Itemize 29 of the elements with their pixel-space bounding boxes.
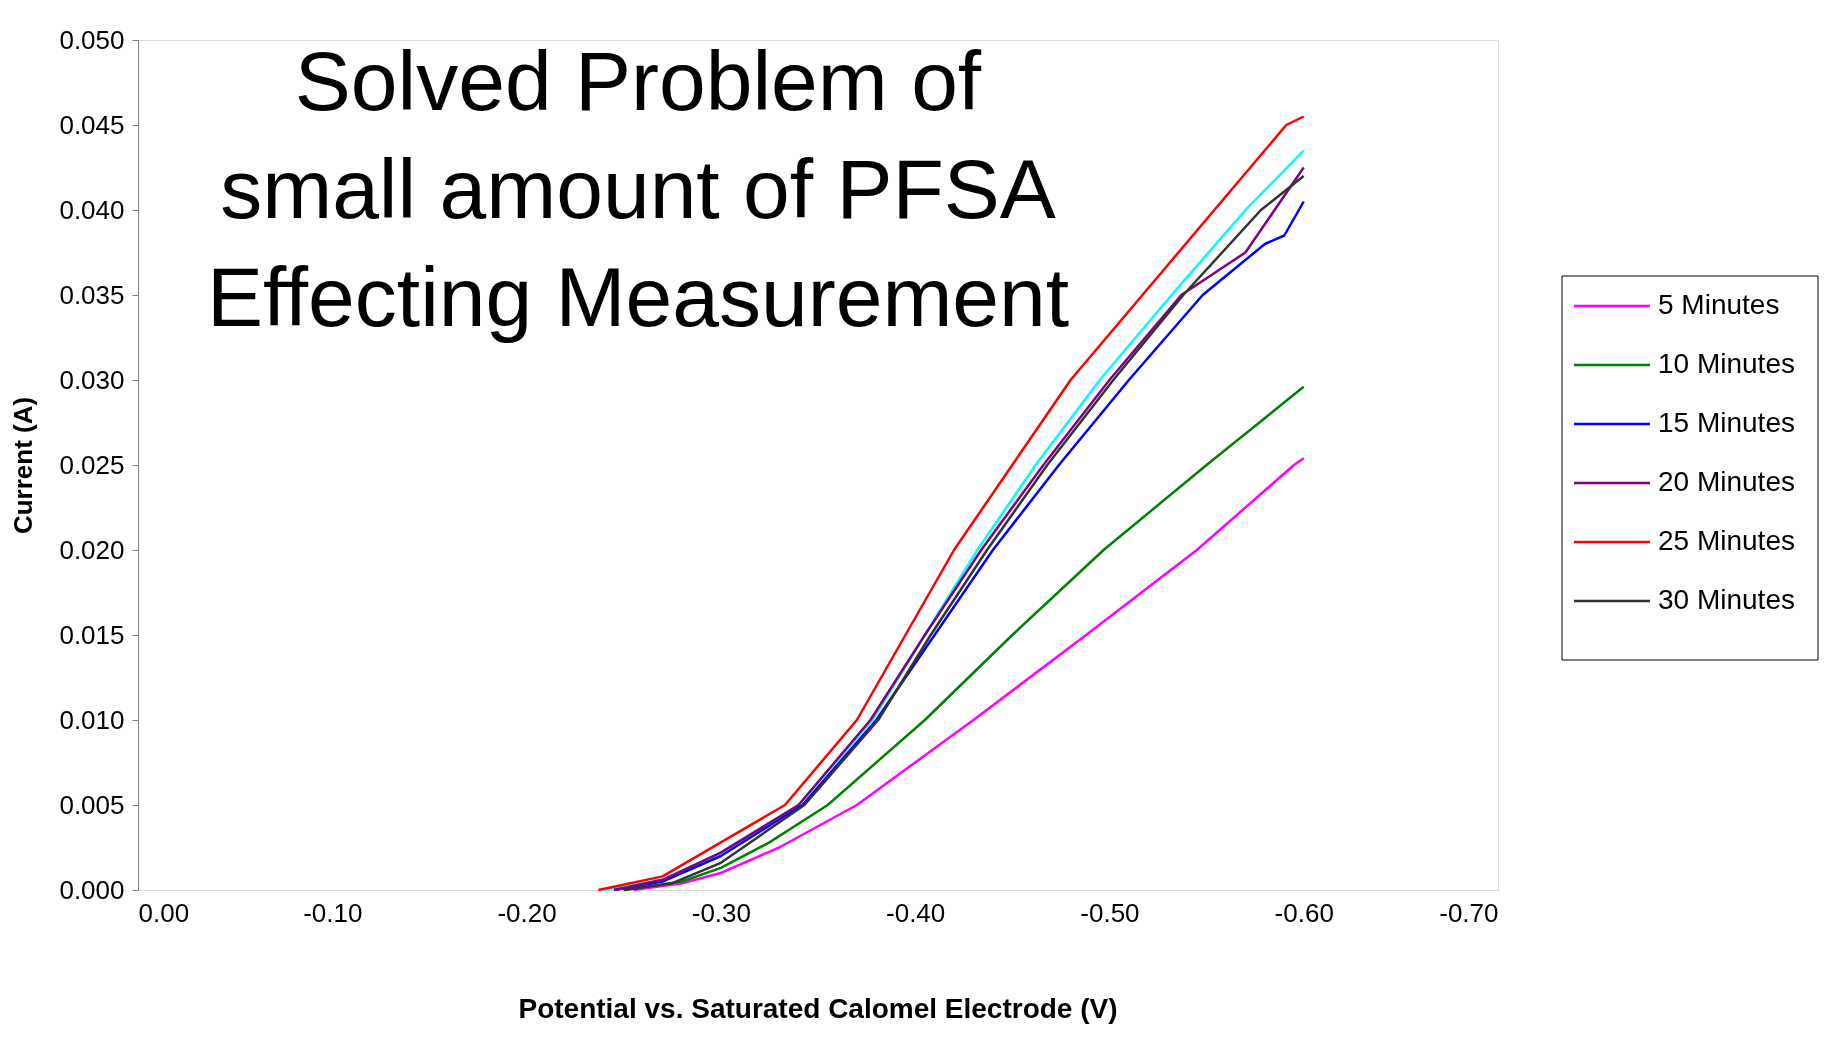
x-axis-title: Potential vs. Saturated Calomel Electrode (V) (518, 993, 1118, 1024)
line-series (632, 456, 1305, 892)
legend-label: 20 Minutes (1658, 466, 1795, 497)
x-tick-label: -0.30 (691, 897, 751, 928)
y-tick-label: 0.025 (59, 449, 125, 480)
y-tick-label: 0.030 (59, 364, 125, 395)
y-tick-label: 0.000 (59, 874, 125, 905)
text: Solved Problem of small amount of PFSA Effecting Measurement (206, 34, 1070, 344)
y-tick-label: 0.015 (59, 619, 125, 650)
x-tick-label: -0.60 (1274, 897, 1334, 928)
legend-label: 10 Minutes (1658, 348, 1795, 379)
x-tick-label: 0.00 (138, 897, 190, 928)
legend-label: 5 Minutes (1658, 289, 1780, 320)
x-tick-label: -0.40 (886, 897, 946, 928)
x-tick-label: -0.70 (1439, 897, 1499, 928)
x-tick-label: -0.10 (303, 897, 363, 928)
legend-label: 15 Minutes (1658, 407, 1795, 438)
y-tick-label: 0.020 (59, 534, 125, 565)
y-tick-label: 0.010 (59, 704, 125, 735)
legend-label: 25 Minutes (1658, 525, 1795, 556)
y-tick-label: 0.040 (59, 194, 125, 225)
y-axis-title: Current (A) (8, 396, 39, 535)
y-tick-label: 0.035 (59, 279, 125, 310)
x-tick-label: -0.20 (497, 897, 557, 928)
legend-label: 30 Minutes (1658, 584, 1795, 615)
y-tick-label: 0.005 (59, 789, 125, 820)
y-tick-label: 0.045 (59, 109, 125, 140)
x-tick-label: -0.50 (1080, 897, 1140, 928)
y-tick-label: 0.050 (59, 24, 125, 55)
